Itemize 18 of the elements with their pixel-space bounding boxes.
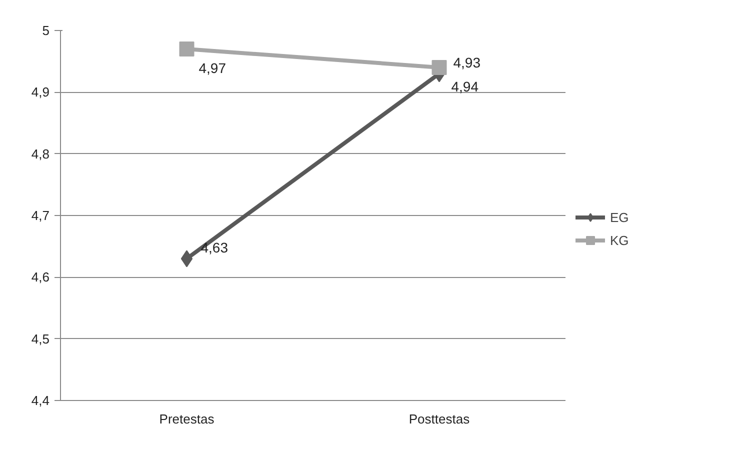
y-tick-label: 4,7 bbox=[31, 208, 50, 223]
x-tick-label: Posttestas bbox=[408, 412, 470, 426]
data-label: 4,97 bbox=[198, 60, 226, 76]
data-label: 4,63 bbox=[200, 240, 228, 256]
legend-label: KG bbox=[610, 232, 630, 248]
x-tick-label: Pretestas bbox=[159, 412, 215, 426]
y-tick-label: 4,9 bbox=[31, 84, 50, 100]
legend-label: EG bbox=[610, 210, 630, 224]
point bbox=[179, 42, 194, 56]
y-tick-label: 5 bbox=[42, 23, 50, 38]
y-tick-label: 4,4 bbox=[31, 393, 50, 408]
y-tick-label: 4,6 bbox=[31, 270, 50, 285]
data-label: 4,94 bbox=[451, 78, 479, 94]
data-label: 4,93 bbox=[453, 54, 481, 71]
y-tick-label: 4,5 bbox=[31, 331, 50, 346]
point bbox=[432, 60, 447, 75]
y-tick-label: 4,8 bbox=[31, 146, 50, 162]
point bbox=[180, 250, 193, 268]
